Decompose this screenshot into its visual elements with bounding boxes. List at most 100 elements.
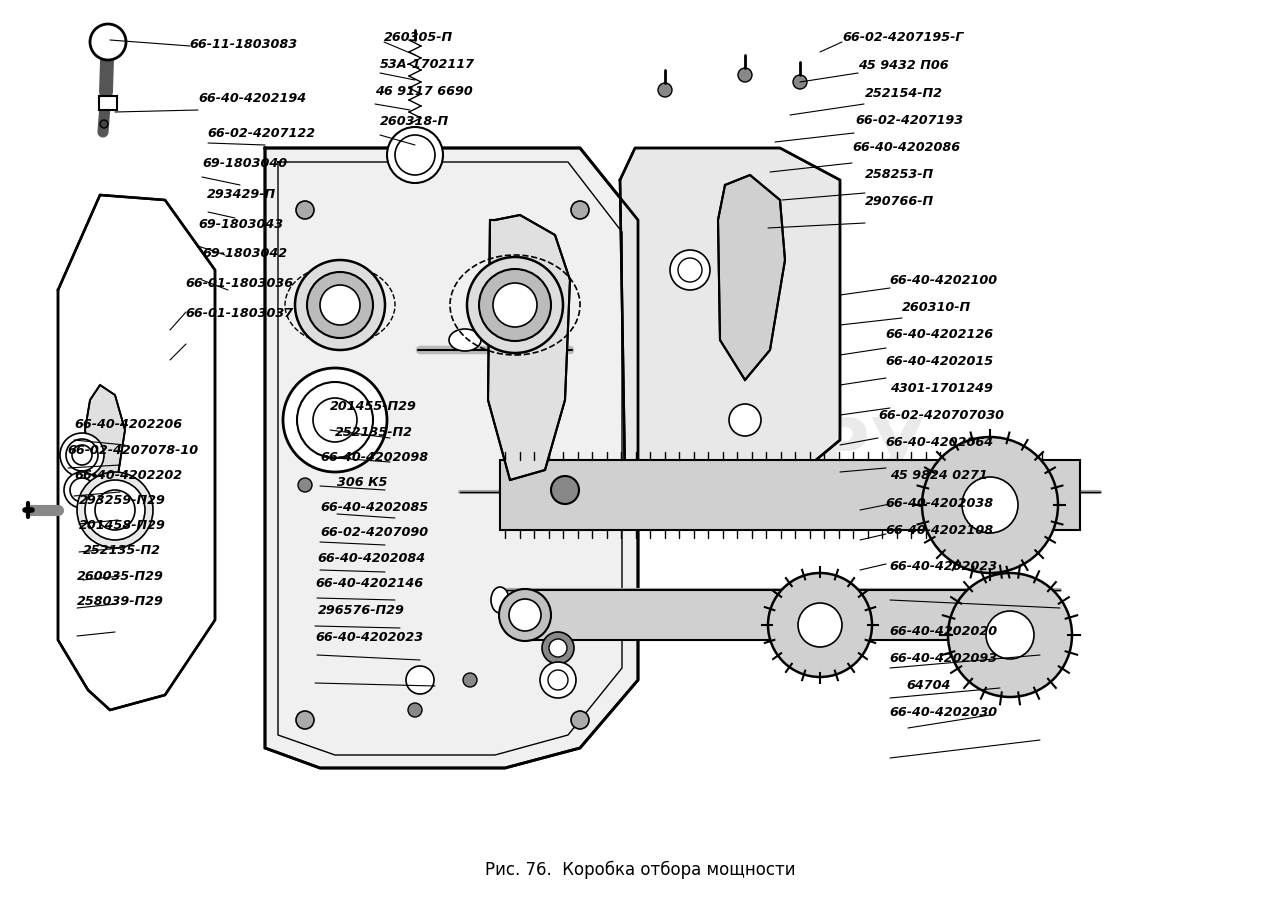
Circle shape	[509, 599, 541, 631]
Text: 66-40-4202108: 66-40-4202108	[886, 525, 993, 537]
Circle shape	[963, 477, 1018, 533]
Text: Рис. 76.  Коробка отбора мощности: Рис. 76. Коробка отбора мощности	[485, 861, 795, 879]
Bar	[500, 460, 1080, 530]
Text: 66-02-4207195-Г: 66-02-4207195-Г	[842, 32, 964, 44]
Text: 66-02-4207090: 66-02-4207090	[320, 526, 428, 539]
Circle shape	[72, 445, 92, 465]
Polygon shape	[620, 148, 840, 505]
Circle shape	[314, 398, 357, 442]
Text: 293259-П29: 293259-П29	[79, 494, 166, 507]
Text: 260318-П: 260318-П	[380, 115, 449, 128]
Polygon shape	[265, 148, 637, 768]
Circle shape	[95, 490, 134, 530]
Circle shape	[294, 260, 385, 350]
Polygon shape	[718, 175, 785, 380]
Text: 66-40-4202030: 66-40-4202030	[890, 706, 997, 719]
Ellipse shape	[492, 587, 509, 613]
Bar	[99, 96, 116, 110]
Circle shape	[669, 250, 710, 290]
Ellipse shape	[449, 329, 481, 351]
Text: 66-40-4202015: 66-40-4202015	[886, 356, 993, 368]
Text: 306 К5: 306 К5	[337, 476, 387, 489]
Text: 252154-П2: 252154-П2	[865, 87, 943, 100]
Circle shape	[70, 478, 93, 502]
Circle shape	[549, 639, 567, 657]
Text: 69-1803043: 69-1803043	[198, 218, 284, 230]
Text: 66-40-4202084: 66-40-4202084	[317, 552, 425, 564]
Text: 66-01-1803037: 66-01-1803037	[186, 307, 293, 320]
Text: 201458-П29: 201458-П29	[79, 519, 166, 532]
Text: 66-40-4202206: 66-40-4202206	[74, 418, 182, 431]
Circle shape	[77, 472, 154, 548]
Text: 69-1803042: 69-1803042	[202, 248, 288, 260]
Circle shape	[296, 711, 314, 729]
Circle shape	[948, 573, 1073, 697]
Circle shape	[298, 478, 312, 492]
Circle shape	[90, 24, 125, 60]
Circle shape	[67, 439, 99, 471]
Text: 66-02-4207078-10: 66-02-4207078-10	[68, 444, 198, 456]
Text: 260305-П: 260305-П	[384, 32, 453, 44]
Circle shape	[463, 673, 477, 687]
Text: 46 9117 6690: 46 9117 6690	[375, 86, 472, 98]
Text: 66-40-4202023: 66-40-4202023	[890, 561, 997, 573]
Bar	[520, 590, 1039, 640]
Text: 66-40-4202202: 66-40-4202202	[74, 469, 182, 482]
Circle shape	[387, 127, 443, 183]
Text: 66-11-1803083: 66-11-1803083	[189, 38, 297, 50]
Text: 66-40-4202093: 66-40-4202093	[890, 652, 997, 665]
Circle shape	[739, 68, 753, 82]
Circle shape	[493, 283, 538, 327]
Circle shape	[84, 480, 145, 540]
Text: 53А-1702117: 53А-1702117	[380, 58, 475, 71]
Circle shape	[678, 258, 701, 282]
Circle shape	[406, 666, 434, 694]
Text: 66-40-4202038: 66-40-4202038	[886, 497, 993, 509]
Circle shape	[396, 135, 435, 175]
Text: 66-40-4202064: 66-40-4202064	[886, 436, 993, 449]
Circle shape	[550, 476, 579, 504]
Text: 66-40-4202100: 66-40-4202100	[890, 274, 997, 287]
Text: 66-02-4207193: 66-02-4207193	[855, 114, 963, 127]
Text: 66-40-4202126: 66-40-4202126	[886, 328, 993, 341]
Text: 66-40-4202020: 66-40-4202020	[890, 626, 997, 638]
Text: 293429-П: 293429-П	[207, 188, 276, 201]
Circle shape	[479, 269, 550, 341]
Circle shape	[307, 272, 372, 338]
Circle shape	[60, 433, 104, 477]
Text: 64704: 64704	[906, 680, 951, 692]
Text: 201455-П29: 201455-П29	[330, 400, 417, 413]
Text: 66-40-4202085: 66-40-4202085	[320, 501, 428, 514]
Text: 66-02-4207070З0: 66-02-4207070З0	[878, 410, 1004, 422]
Circle shape	[730, 404, 762, 436]
Circle shape	[499, 589, 550, 641]
Text: 260310-П: 260310-П	[902, 302, 972, 314]
Text: ДДА-АВТО.РУ: ДДА-АВТО.РУ	[353, 416, 927, 484]
Text: 66-40-4202098: 66-40-4202098	[320, 451, 428, 464]
Text: 66-40-4202146: 66-40-4202146	[315, 577, 422, 590]
Circle shape	[922, 437, 1059, 573]
Polygon shape	[488, 215, 570, 480]
Polygon shape	[84, 385, 125, 490]
Text: 45 9824 0271: 45 9824 0271	[890, 469, 987, 482]
Text: 66-01-1803036: 66-01-1803036	[186, 277, 293, 290]
Text: 290766-П: 290766-П	[865, 195, 934, 208]
Text: 66-02-4207122: 66-02-4207122	[207, 127, 315, 140]
Text: 4301-1701249: 4301-1701249	[890, 382, 992, 395]
Circle shape	[297, 382, 372, 458]
Text: 258253-П: 258253-П	[865, 168, 934, 181]
Circle shape	[548, 670, 568, 690]
Circle shape	[797, 603, 842, 647]
Circle shape	[467, 257, 563, 353]
Text: 258039-П29: 258039-П29	[77, 595, 164, 608]
Text: 252135-П2: 252135-П2	[83, 544, 161, 557]
Circle shape	[296, 201, 314, 219]
Circle shape	[768, 573, 872, 677]
Text: 260035-П29: 260035-П29	[77, 570, 164, 582]
Polygon shape	[58, 195, 215, 710]
Text: 66-40-4202194: 66-40-4202194	[198, 93, 306, 105]
Circle shape	[100, 120, 108, 128]
Text: 69-1803040: 69-1803040	[202, 158, 288, 170]
Circle shape	[658, 83, 672, 97]
Circle shape	[64, 472, 100, 508]
